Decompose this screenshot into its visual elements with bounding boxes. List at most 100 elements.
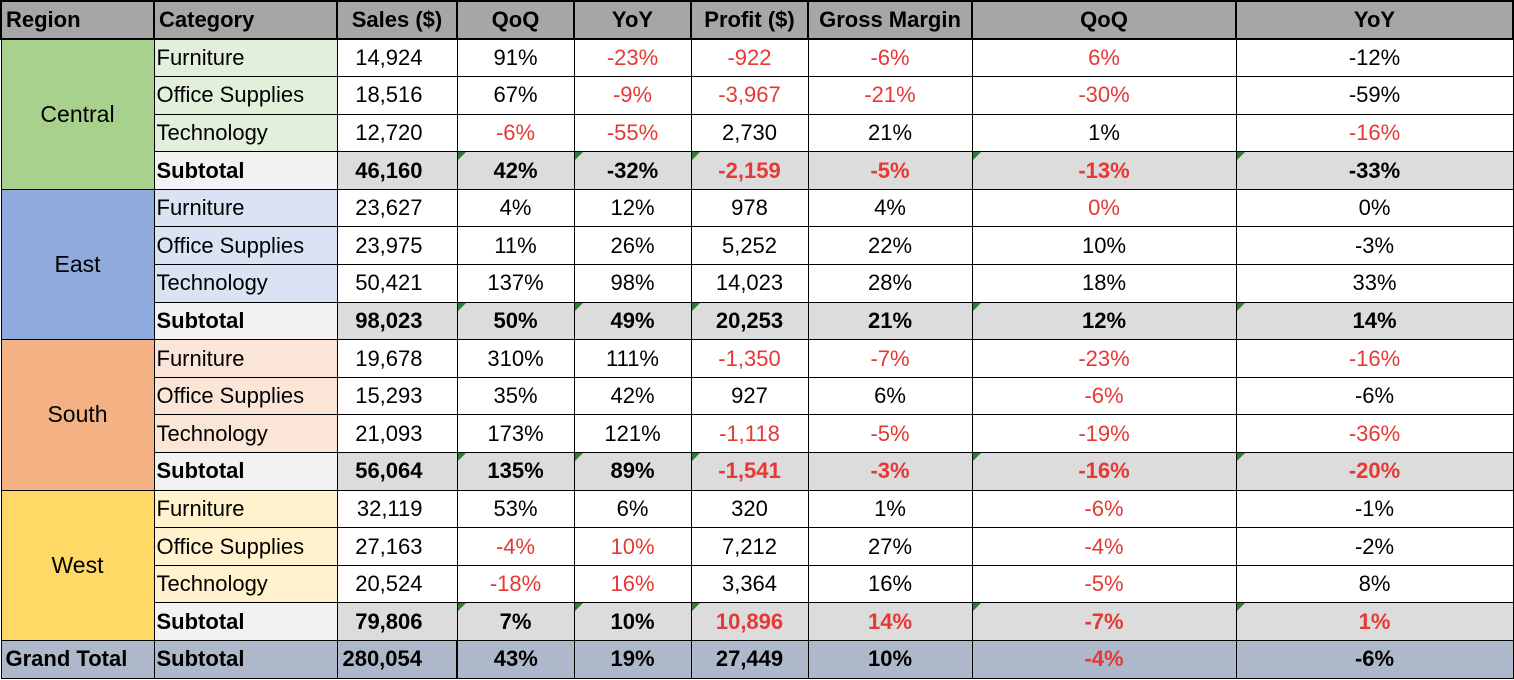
profit-cell[interactable]: -922: [690, 38, 809, 78]
sales-cell[interactable]: 50,421: [336, 264, 458, 303]
sales-qoq-cell[interactable]: 50%: [456, 301, 575, 341]
profit-cell[interactable]: 27,449: [690, 640, 809, 679]
gm-qoq-cell[interactable]: -23%: [971, 339, 1237, 378]
profit-cell[interactable]: 2,730: [690, 113, 809, 153]
gm-yoy-cell[interactable]: -20%: [1235, 452, 1514, 491]
gross-margin-cell[interactable]: -7%: [807, 339, 973, 378]
sales-cell[interactable]: 79,806: [336, 602, 458, 641]
sales-qoq-cell[interactable]: 35%: [456, 376, 575, 416]
gross-margin-cell[interactable]: 14%: [807, 602, 973, 641]
header-gross-margin[interactable]: Gross Margin: [807, 0, 973, 40]
gm-yoy-cell[interactable]: -36%: [1235, 414, 1514, 454]
grand-total-category[interactable]: Subtotal: [153, 640, 338, 679]
gm-yoy-cell[interactable]: -12%: [1235, 38, 1514, 78]
region-cell[interactable]: Central: [0, 38, 155, 190]
gross-margin-cell[interactable]: 6%: [807, 376, 973, 416]
sales-cell[interactable]: 23,627: [336, 188, 458, 228]
sales-qoq-cell[interactable]: 53%: [456, 489, 575, 529]
sales-yoy-cell[interactable]: 19%: [573, 640, 692, 679]
category-cell[interactable]: Office Supplies: [153, 76, 338, 115]
gm-qoq-cell[interactable]: -4%: [971, 640, 1237, 679]
gm-yoy-cell[interactable]: -16%: [1235, 339, 1514, 378]
header-sales-yoy[interactable]: YoY: [573, 0, 692, 40]
gm-yoy-cell[interactable]: -2%: [1235, 527, 1514, 566]
sales-qoq-cell[interactable]: 42%: [456, 151, 575, 190]
gm-qoq-cell[interactable]: 1%: [971, 113, 1237, 153]
header-category[interactable]: Category: [153, 0, 338, 40]
profit-cell[interactable]: 320: [690, 489, 809, 529]
region-cell[interactable]: East: [0, 188, 155, 341]
gm-yoy-cell[interactable]: 1%: [1235, 602, 1514, 641]
sales-qoq-cell[interactable]: 91%: [456, 38, 575, 78]
gross-margin-cell[interactable]: 10%: [807, 640, 973, 679]
header-gm-qoq[interactable]: QoQ: [971, 0, 1237, 40]
gross-margin-cell[interactable]: -5%: [807, 414, 973, 454]
gross-margin-cell[interactable]: 21%: [807, 301, 973, 341]
sales-yoy-cell[interactable]: 16%: [573, 564, 692, 604]
sales-cell[interactable]: 56,064: [336, 452, 458, 491]
category-cell[interactable]: Technology: [153, 113, 338, 153]
gm-qoq-cell[interactable]: -13%: [971, 151, 1237, 190]
gross-margin-cell[interactable]: 27%: [807, 527, 973, 566]
sales-qoq-cell[interactable]: 67%: [456, 76, 575, 115]
sales-qoq-cell[interactable]: 135%: [456, 452, 575, 491]
sales-cell[interactable]: 15,293: [336, 376, 458, 416]
sales-qoq-cell[interactable]: 43%: [456, 640, 575, 679]
sales-yoy-cell[interactable]: 10%: [573, 602, 692, 641]
header-profit[interactable]: Profit ($): [690, 0, 809, 40]
sales-cell[interactable]: 14,924: [336, 38, 458, 78]
sales-cell[interactable]: 280,054: [336, 640, 458, 679]
category-cell[interactable]: Furniture: [153, 38, 338, 78]
gm-qoq-cell[interactable]: 10%: [971, 226, 1237, 266]
sales-cell[interactable]: 21,093: [336, 414, 458, 454]
gm-yoy-cell[interactable]: 33%: [1235, 264, 1514, 303]
category-cell[interactable]: Technology: [153, 414, 338, 454]
gm-yoy-cell[interactable]: -3%: [1235, 226, 1514, 266]
sales-cell[interactable]: 32,119: [336, 489, 458, 529]
sales-qoq-cell[interactable]: -4%: [456, 527, 575, 566]
subtotal-label[interactable]: Subtotal: [153, 602, 338, 641]
gross-margin-cell[interactable]: 28%: [807, 264, 973, 303]
profit-cell[interactable]: -2,159: [690, 151, 809, 190]
profit-cell[interactable]: 3,364: [690, 564, 809, 604]
sales-qoq-cell[interactable]: 310%: [456, 339, 575, 378]
header-sales-qoq[interactable]: QoQ: [456, 0, 575, 40]
category-cell[interactable]: Furniture: [153, 339, 338, 378]
gm-yoy-cell[interactable]: 8%: [1235, 564, 1514, 604]
sales-yoy-cell[interactable]: 121%: [573, 414, 692, 454]
gm-qoq-cell[interactable]: -19%: [971, 414, 1237, 454]
sales-cell[interactable]: 98,023: [336, 301, 458, 341]
sales-yoy-cell[interactable]: -23%: [573, 38, 692, 78]
gm-qoq-cell[interactable]: 12%: [971, 301, 1237, 341]
gm-qoq-cell[interactable]: 6%: [971, 38, 1237, 78]
profit-cell[interactable]: 10,896: [690, 602, 809, 641]
gm-yoy-cell[interactable]: -6%: [1235, 640, 1514, 679]
sales-yoy-cell[interactable]: 49%: [573, 301, 692, 341]
gm-qoq-cell[interactable]: -5%: [971, 564, 1237, 604]
gross-margin-cell[interactable]: 16%: [807, 564, 973, 604]
header-sales[interactable]: Sales ($): [336, 0, 458, 40]
profit-cell[interactable]: -1,541: [690, 452, 809, 491]
sales-qoq-cell[interactable]: -6%: [456, 113, 575, 153]
gm-yoy-cell[interactable]: -59%: [1235, 76, 1514, 115]
sales-qoq-cell[interactable]: 11%: [456, 226, 575, 266]
gm-yoy-cell[interactable]: -1%: [1235, 489, 1514, 529]
profit-cell[interactable]: -1,118: [690, 414, 809, 454]
profit-cell[interactable]: 14,023: [690, 264, 809, 303]
sales-cell[interactable]: 12,720: [336, 113, 458, 153]
gm-qoq-cell[interactable]: 18%: [971, 264, 1237, 303]
profit-cell[interactable]: -3,967: [690, 76, 809, 115]
category-cell[interactable]: Office Supplies: [153, 527, 338, 566]
sales-qoq-cell[interactable]: 137%: [456, 264, 575, 303]
category-cell[interactable]: Technology: [153, 264, 338, 303]
header-region[interactable]: Region: [0, 0, 155, 40]
sales-yoy-cell[interactable]: 42%: [573, 376, 692, 416]
gross-margin-cell[interactable]: -3%: [807, 452, 973, 491]
sales-yoy-cell[interactable]: 26%: [573, 226, 692, 266]
sales-cell[interactable]: 19,678: [336, 339, 458, 378]
subtotal-label[interactable]: Subtotal: [153, 151, 338, 190]
sales-yoy-cell[interactable]: -32%: [573, 151, 692, 190]
gm-yoy-cell[interactable]: 0%: [1235, 188, 1514, 228]
sales-yoy-cell[interactable]: 6%: [573, 489, 692, 529]
category-cell[interactable]: Office Supplies: [153, 226, 338, 266]
